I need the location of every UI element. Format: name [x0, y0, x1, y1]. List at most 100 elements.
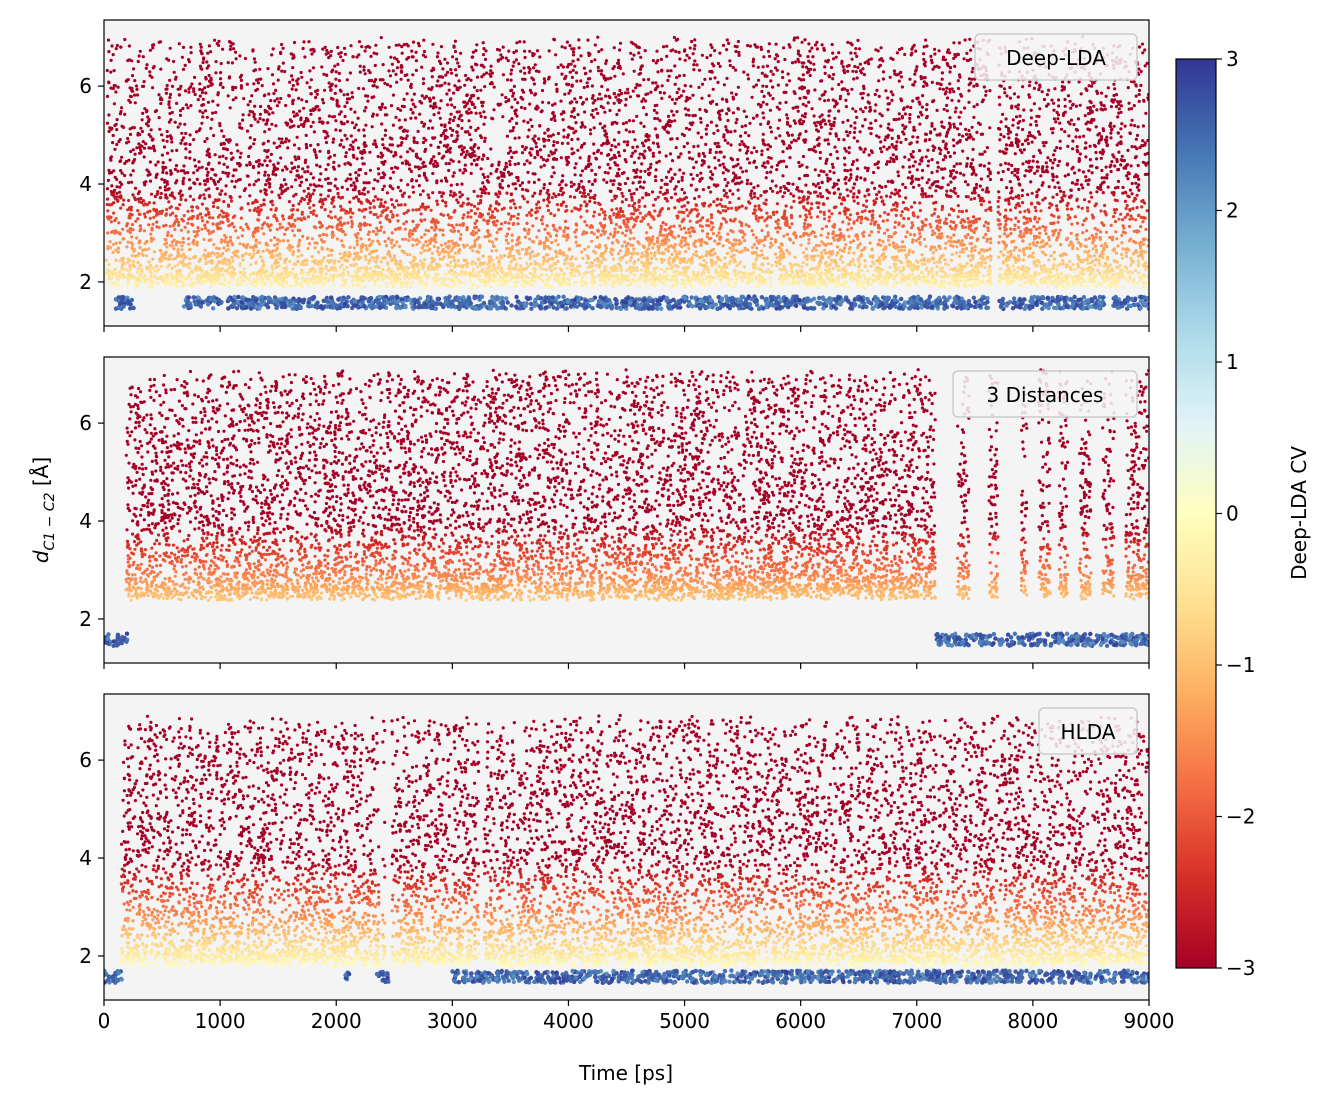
scatter-point [149, 128, 153, 132]
scatter-point [343, 104, 347, 108]
scatter-point [345, 137, 349, 141]
scatter-point [537, 229, 541, 233]
scatter-point [288, 118, 292, 122]
scatter-point [333, 184, 337, 188]
scatter-point [290, 74, 294, 78]
scatter-point [539, 300, 545, 305]
scatter-point [198, 212, 203, 216]
scatter-point [133, 254, 137, 258]
scatter-point [722, 302, 727, 307]
scatter-point [477, 270, 481, 274]
scatter-point [377, 242, 381, 246]
scatter-point [453, 105, 457, 109]
scatter-point [942, 306, 947, 311]
scatter-point [417, 174, 421, 178]
scatter-point [187, 90, 191, 94]
scatter-point [124, 159, 128, 164]
scatter-point [263, 130, 267, 134]
scatter-point [327, 269, 331, 273]
scatter-point [187, 266, 191, 270]
scatter-point [220, 209, 224, 213]
scatter-point [346, 295, 351, 300]
scatter-point [364, 207, 368, 211]
scatter-point [1085, 298, 1091, 303]
scatter-point [364, 106, 368, 110]
scatter-point [477, 214, 481, 219]
scatter-point [381, 187, 385, 192]
scatter-point [164, 212, 168, 216]
scatter-point [228, 138, 232, 142]
scatter-point [445, 92, 449, 96]
scatter-point [358, 64, 362, 68]
scatter-point [291, 203, 295, 208]
scatter-point [211, 168, 215, 172]
scatter-point [300, 253, 304, 257]
scatter-point [263, 149, 267, 153]
scatter-point [489, 279, 493, 283]
scatter-point [469, 304, 474, 310]
scatter-point [423, 270, 427, 275]
scatter-point [243, 187, 247, 191]
scatter-point [473, 306, 478, 311]
scatter-point [221, 85, 225, 89]
scatter-point [180, 138, 184, 142]
scatter-point [293, 218, 297, 222]
scatter-point [268, 159, 272, 163]
scatter-point [710, 305, 715, 310]
scatter-point [294, 279, 299, 283]
scatter-point [137, 142, 141, 146]
scatter-point [219, 71, 223, 75]
scatter-point [392, 205, 397, 209]
scatter-point [332, 115, 336, 119]
scatter-point [318, 165, 322, 169]
scatter-point [407, 195, 411, 199]
scatter-point [460, 182, 464, 186]
scatter-point [490, 164, 494, 168]
scatter-point [125, 282, 130, 286]
scatter-point [534, 69, 539, 73]
scatter-point [148, 70, 152, 74]
scatter-point [116, 250, 120, 254]
scatter-point [188, 257, 192, 261]
scatter-point [409, 107, 413, 112]
scatter-point [220, 281, 224, 285]
scatter-point [241, 118, 245, 122]
scatter-point [749, 306, 754, 311]
scatter-point [514, 294, 519, 300]
scatter-point [318, 266, 322, 270]
scatter-point [441, 199, 445, 203]
scatter-point [453, 265, 457, 269]
scatter-point [366, 99, 370, 103]
scatter-point [420, 94, 424, 98]
scatter-point [305, 194, 309, 199]
scatter-point [364, 45, 368, 49]
scatter-point [260, 226, 264, 230]
scatter-point [165, 83, 169, 88]
scatter-point [286, 146, 290, 150]
scatter-point [179, 197, 183, 202]
scatter-point [287, 303, 292, 308]
scatter-point [376, 239, 380, 243]
scatter-point [489, 74, 493, 78]
scatter-point [232, 294, 237, 300]
scatter-point [139, 126, 143, 130]
scatter-point [148, 172, 152, 176]
scatter-point [276, 237, 280, 242]
scatter-point [380, 102, 384, 106]
scatter-point [167, 100, 171, 104]
scatter-point [294, 306, 299, 311]
scatter-point [538, 192, 542, 196]
scatter-point [250, 256, 254, 260]
scatter-point [208, 155, 212, 159]
scatter-point [110, 276, 114, 280]
scatter-point [256, 282, 260, 286]
scatter-point [875, 300, 880, 305]
scatter-point [113, 123, 117, 128]
scatter-point [483, 57, 488, 62]
scatter-point [115, 282, 119, 287]
scatter-point [343, 52, 347, 56]
scatter-point [221, 170, 225, 174]
scatter-point [530, 76, 534, 80]
scatter-point [107, 50, 111, 54]
scatter-point [797, 297, 802, 303]
